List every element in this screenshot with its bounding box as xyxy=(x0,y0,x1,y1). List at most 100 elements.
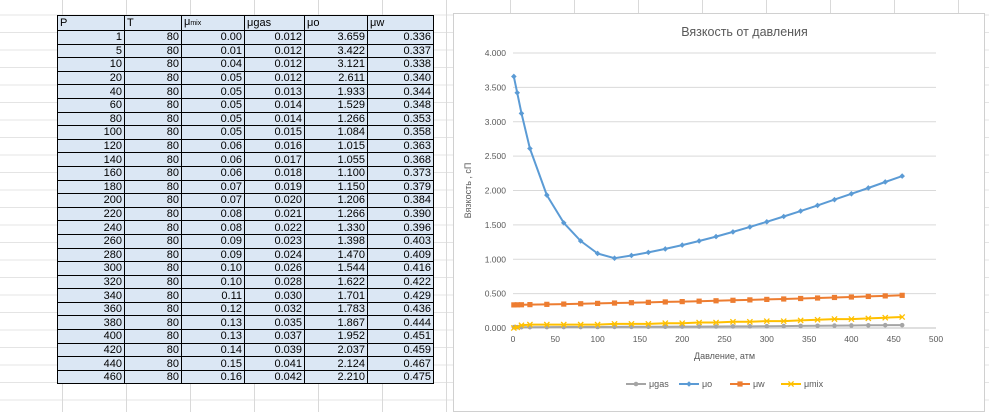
table-cell[interactable]: 0.017 xyxy=(244,152,305,167)
table-cell[interactable]: 0.11 xyxy=(181,288,245,303)
table-cell[interactable]: 3.422 xyxy=(304,43,368,59)
table-cell[interactable]: 0.01 xyxy=(181,43,245,59)
table-cell[interactable]: 0.014 xyxy=(244,97,305,113)
table-cell[interactable]: 0.019 xyxy=(244,179,305,195)
table-cell[interactable]: 0.07 xyxy=(181,179,245,195)
table-cell[interactable]: 220 xyxy=(57,206,125,222)
table-cell[interactable]: 0.06 xyxy=(181,152,245,167)
table-cell[interactable]: 260 xyxy=(57,233,125,249)
table-cell[interactable]: 440 xyxy=(57,356,125,371)
table-cell[interactable]: 80 xyxy=(124,342,182,358)
table-cell[interactable]: 80 xyxy=(124,125,182,140)
table-cell[interactable]: 0.363 xyxy=(367,138,434,154)
table-cell[interactable]: 0.037 xyxy=(244,329,305,344)
table-cell[interactable]: 1.622 xyxy=(304,274,368,290)
table-cell[interactable]: 0.024 xyxy=(244,247,305,263)
table-cell[interactable]: 0.04 xyxy=(181,57,245,72)
table-cell[interactable]: 0.012 xyxy=(244,43,305,59)
header-t[interactable]: T xyxy=(124,15,182,31)
table-cell[interactable]: 460 xyxy=(57,369,125,385)
table-cell[interactable]: 0.384 xyxy=(367,193,434,208)
table-cell[interactable]: 0.403 xyxy=(367,233,434,249)
table-cell[interactable]: 80 xyxy=(124,165,182,181)
table-cell[interactable]: 80 xyxy=(124,70,182,86)
table-cell[interactable]: 0.10 xyxy=(181,261,245,276)
table-cell[interactable]: 0.028 xyxy=(244,274,305,290)
table-cell[interactable]: 360 xyxy=(57,301,125,317)
table-cell[interactable]: 0.475 xyxy=(367,369,434,385)
table-cell[interactable]: 1 xyxy=(57,30,125,45)
table-cell[interactable]: 0.344 xyxy=(367,84,434,99)
table-cell[interactable]: 0.396 xyxy=(367,220,434,235)
table-cell[interactable]: 0.436 xyxy=(367,301,434,317)
table-cell[interactable]: 80 xyxy=(124,206,182,222)
table-cell[interactable]: 40 xyxy=(57,84,125,99)
table-cell[interactable]: 1.100 xyxy=(304,165,368,181)
table-cell[interactable]: 80 xyxy=(124,152,182,167)
table-cell[interactable]: 80 xyxy=(124,138,182,154)
table-cell[interactable]: 0.13 xyxy=(181,315,245,331)
table-cell[interactable]: 80 xyxy=(124,111,182,127)
table-cell[interactable]: 1.701 xyxy=(304,288,368,303)
table-cell[interactable]: 0.451 xyxy=(367,329,434,344)
table-cell[interactable]: 0.023 xyxy=(244,233,305,249)
table-cell[interactable]: 0.012 xyxy=(244,70,305,86)
table-cell[interactable]: 0.348 xyxy=(367,97,434,113)
table-cell[interactable]: 80 xyxy=(124,57,182,72)
table-cell[interactable]: 0.15 xyxy=(181,356,245,371)
table-cell[interactable]: 0.409 xyxy=(367,247,434,263)
table-cell[interactable]: 0.444 xyxy=(367,315,434,331)
table-cell[interactable]: 0.08 xyxy=(181,206,245,222)
table-cell[interactable]: 80 xyxy=(124,315,182,331)
table-cell[interactable]: 80 xyxy=(124,247,182,263)
table-cell[interactable]: 1.150 xyxy=(304,179,368,195)
table-cell[interactable]: 0.015 xyxy=(244,125,305,140)
table-cell[interactable]: 0.416 xyxy=(367,261,434,276)
table-cell[interactable]: 0.05 xyxy=(181,97,245,113)
table-cell[interactable]: 0.06 xyxy=(181,165,245,181)
table-cell[interactable]: 1.330 xyxy=(304,220,368,235)
table-cell[interactable]: 0.05 xyxy=(181,70,245,86)
table-cell[interactable]: 3.659 xyxy=(304,30,368,45)
table-cell[interactable]: 0.379 xyxy=(367,179,434,195)
table-cell[interactable]: 0.336 xyxy=(367,30,434,45)
table-cell[interactable]: 80 xyxy=(124,30,182,45)
header-mu-o[interactable]: μo xyxy=(304,15,368,31)
table-cell[interactable]: 0.012 xyxy=(244,30,305,45)
table-cell[interactable]: 80 xyxy=(124,220,182,235)
table-cell[interactable]: 0.018 xyxy=(244,165,305,181)
table-cell[interactable]: 340 xyxy=(57,288,125,303)
table-cell[interactable]: 0.06 xyxy=(181,138,245,154)
table-cell[interactable]: 160 xyxy=(57,165,125,181)
table-cell[interactable]: 0.338 xyxy=(367,57,434,72)
table-cell[interactable]: 0.00 xyxy=(181,30,245,45)
table-cell[interactable]: 1.266 xyxy=(304,111,368,127)
table-cell[interactable]: 1.952 xyxy=(304,329,368,344)
table-cell[interactable]: 0.020 xyxy=(244,193,305,208)
table-cell[interactable]: 80 xyxy=(124,288,182,303)
table-cell[interactable]: 240 xyxy=(57,220,125,235)
table-cell[interactable]: 0.09 xyxy=(181,247,245,263)
table-cell[interactable]: 80 xyxy=(124,329,182,344)
table-cell[interactable]: 80 xyxy=(124,301,182,317)
table-cell[interactable]: 1.867 xyxy=(304,315,368,331)
table-cell[interactable]: 0.467 xyxy=(367,356,434,371)
table-cell[interactable]: 80 xyxy=(57,111,125,127)
table-cell[interactable]: 80 xyxy=(124,233,182,249)
table-cell[interactable]: 0.390 xyxy=(367,206,434,222)
table-cell[interactable]: 420 xyxy=(57,342,125,358)
table-cell[interactable]: 0.14 xyxy=(181,342,245,358)
table-cell[interactable]: 100 xyxy=(57,125,125,140)
table-cell[interactable]: 80 xyxy=(124,356,182,371)
table-cell[interactable]: 0.026 xyxy=(244,261,305,276)
table-cell[interactable]: 1.398 xyxy=(304,233,368,249)
table-cell[interactable]: 0.032 xyxy=(244,301,305,317)
table-cell[interactable]: 0.05 xyxy=(181,111,245,127)
table-cell[interactable]: 0.042 xyxy=(244,369,305,385)
table-cell[interactable]: 0.05 xyxy=(181,84,245,99)
header-mu-gas[interactable]: μgas xyxy=(244,15,305,31)
table-cell[interactable]: 0.022 xyxy=(244,220,305,235)
table-cell[interactable]: 0.035 xyxy=(244,315,305,331)
table-cell[interactable]: 1.783 xyxy=(304,301,368,317)
table-cell[interactable]: 1.470 xyxy=(304,247,368,263)
